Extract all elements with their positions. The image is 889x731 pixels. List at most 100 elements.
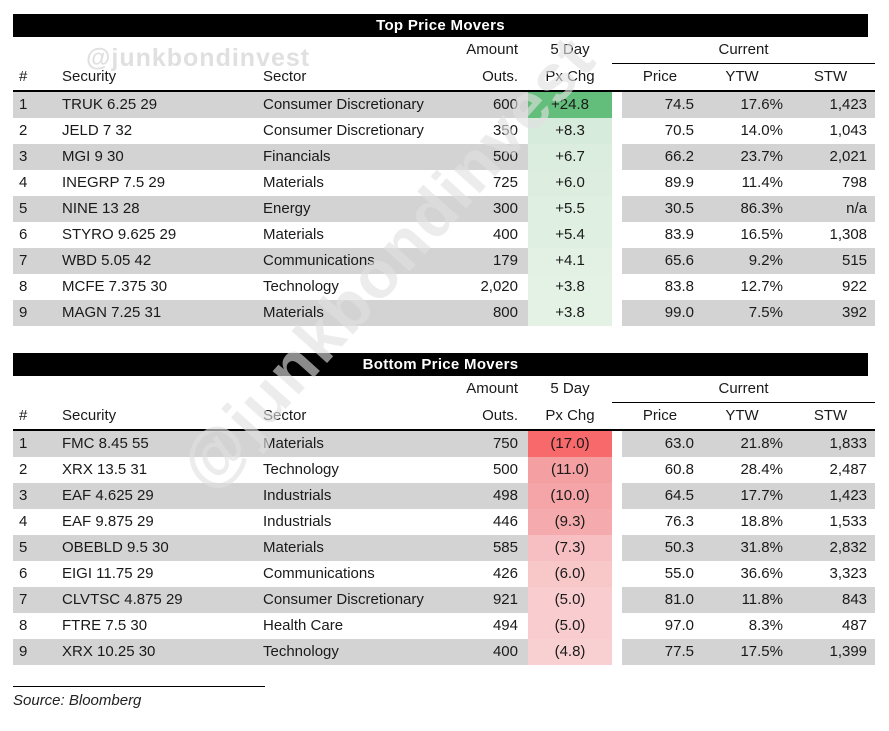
price-cell: 50.3 — [622, 535, 698, 561]
security-cell: EAF 4.625 29 — [48, 483, 255, 509]
table-row: 5 NINE 13 28 Energy 300 +5.5 30.5 86.3% n/a — [13, 196, 876, 222]
gap-cell — [612, 118, 622, 144]
rank-cell: 4 — [19, 174, 28, 191]
table-row: 8 FTRE 7.5 30 Health Care 494 (5.0) 97.0 8.3% 4… — [13, 613, 875, 639]
sector-cell: Consumer Discretionary — [255, 587, 430, 613]
ytw-cell: 12.7% — [740, 278, 783, 295]
col-header-current-group: Current — [612, 376, 876, 403]
security-cell: FMC 8.45 55 — [48, 430, 255, 457]
ytw-cell: 28.4% — [740, 461, 783, 478]
ytw-cell: 17.5% — [698, 639, 786, 665]
gap-cell — [612, 457, 622, 483]
stw-cell: 843 — [786, 587, 876, 613]
amount-cell: 498 — [430, 483, 528, 509]
rank-cell: 6 — [19, 565, 28, 582]
header-group-row: Amount 5 Day Current — [13, 376, 876, 403]
ytw-cell: 8.3% — [748, 617, 783, 634]
stw-cell: 2,487 — [829, 461, 868, 478]
security-cell: CLVTSC 4.875 29 — [48, 587, 255, 613]
stw-cell: 2,832 — [786, 535, 876, 561]
px-chg-cell: (17.0) — [528, 430, 612, 457]
price-cell: 55.0 — [664, 565, 694, 582]
security-cell: EAF 9.875 29 — [62, 513, 154, 530]
px-chg-cell: +5.5 — [528, 196, 612, 222]
header-group-row: Amount 5 Day Current — [13, 37, 876, 64]
price-cell: 65.6 — [622, 248, 698, 274]
amount-cell: 426 — [492, 565, 518, 582]
px-chg-cell: +6.0 — [528, 170, 612, 196]
col-header-ytw: YTW — [698, 402, 786, 431]
bottom-movers-title-bar: Bottom Price Movers — [13, 353, 868, 376]
amount-cell: 400 — [430, 639, 528, 665]
amount-cell: 800 — [430, 300, 528, 326]
table-row: 7 WBD 5.05 42 Communications 179 +4.1 65.6 9.2… — [13, 248, 876, 274]
source-text: Source: Bloomberg — [13, 692, 142, 709]
rank-cell: 7 — [13, 248, 48, 274]
gap-cell — [612, 91, 622, 118]
table-row: 6 EIGI 11.75 29 Communications 426 (6.0) 55.0… — [13, 561, 875, 587]
price-cell: 89.9 — [664, 174, 694, 191]
security-cell: MCFE 7.375 30 — [62, 278, 168, 295]
sector-cell: Technology — [263, 461, 339, 478]
col-header-chg-line2: Px Chg — [528, 402, 612, 431]
col-header-current-group: Current — [612, 37, 876, 64]
rank-cell: 9 — [13, 300, 48, 326]
amount-cell: 500 — [492, 461, 518, 478]
col-header-rank: # — [13, 402, 48, 431]
rank-cell: 3 — [13, 483, 48, 509]
table-row: 2 XRX 13.5 31 Technology 500 (11.0) 60.8 28.4%… — [13, 457, 875, 483]
gap-cell — [612, 509, 622, 535]
rank-cell: 8 — [19, 617, 28, 634]
col-header-amount-line2: Outs. — [430, 63, 528, 92]
col-header-price: Price — [622, 63, 698, 92]
sector-cell: Energy — [255, 196, 430, 222]
table-row: 8 MCFE 7.375 30 Technology 2,020 +3.8 83.8 12.… — [13, 274, 875, 300]
px-chg-cell: +24.8 — [528, 91, 612, 118]
header-row: # Security Sector Outs. Px Chg Price YTW… — [13, 402, 876, 431]
price-cell: 63.0 — [622, 430, 698, 457]
col-header-stw: STW — [786, 63, 876, 92]
price-cell: 77.5 — [622, 639, 698, 665]
amount-cell: 300 — [430, 196, 528, 222]
sector-cell: Health Care — [263, 617, 344, 634]
price-cell: 30.5 — [622, 196, 698, 222]
px-chg-cell: (10.0) — [528, 483, 612, 509]
rank-cell: 8 — [19, 278, 28, 295]
px-chg-cell: (5.0) — [528, 587, 612, 613]
amount-cell: 725 — [492, 174, 518, 191]
sector-cell: Materials — [255, 300, 430, 326]
stw-cell: 515 — [786, 248, 876, 274]
amount-cell: 585 — [430, 535, 528, 561]
gap-cell — [612, 170, 622, 196]
price-cell: 74.5 — [622, 91, 698, 118]
price-cell: 97.0 — [664, 617, 694, 634]
table-row: 3 MGI 9 30 Financials 500 +6.7 66.2 23.7% 2,021 — [13, 144, 876, 170]
table-row: 1 FMC 8.45 55 Materials 750 (17.0) 63.0 21.8% 1… — [13, 430, 876, 457]
ytw-cell: 17.7% — [698, 483, 786, 509]
price-cell: 60.8 — [664, 461, 694, 478]
amount-cell: 600 — [430, 91, 528, 118]
price-cell: 70.5 — [664, 122, 694, 139]
stw-cell: 1,423 — [786, 483, 876, 509]
amount-cell: 350 — [492, 122, 518, 139]
top-movers-table: Amount 5 Day Current # Security Sector O… — [13, 37, 876, 326]
header-spacer — [13, 376, 430, 403]
col-header-rank: # — [13, 63, 48, 92]
sector-cell: Technology — [263, 278, 339, 295]
bottom-movers-section: Bottom Price Movers Amount 5 Day Current… — [13, 353, 876, 665]
rank-cell: 7 — [13, 587, 48, 613]
col-header-security: Security — [48, 402, 255, 431]
ytw-cell: 16.5% — [740, 226, 783, 243]
amount-cell: 500 — [430, 144, 528, 170]
ytw-cell: 11.4% — [741, 174, 783, 191]
security-cell: WBD 5.05 42 — [48, 248, 255, 274]
price-cell: 83.8 — [664, 278, 694, 295]
stw-cell: n/a — [786, 196, 876, 222]
sector-cell: Materials — [255, 430, 430, 457]
header-row: # Security Sector Outs. Px Chg Price YTW… — [13, 63, 876, 92]
ytw-cell: 17.6% — [698, 91, 786, 118]
col-header-ytw: YTW — [698, 63, 786, 92]
gap-cell — [612, 300, 622, 326]
sector-cell: Materials — [255, 535, 430, 561]
gap-cell — [612, 248, 622, 274]
